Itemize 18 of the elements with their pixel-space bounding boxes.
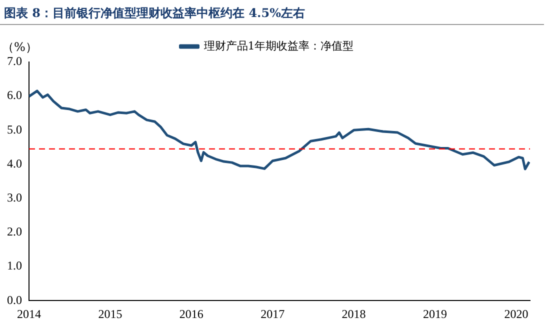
x-tick-label: 2018 [342, 306, 366, 321]
y-axis-title: （%） [2, 40, 38, 54]
y-tick-label: 6.0 [7, 88, 22, 102]
x-tick-label: 2016 [179, 306, 204, 321]
y-tick-label: 0.0 [7, 292, 22, 307]
legend-label: 理财产品1年期收益率：净值型 [204, 39, 354, 52]
y-tick-label: 7.0 [7, 54, 22, 68]
y-tick-label: 4.0 [7, 156, 22, 170]
y-tick-label: 1.0 [7, 258, 22, 273]
x-tick-label: 2017 [260, 306, 285, 321]
y-tick-label: 5.0 [7, 122, 22, 136]
x-tick-label: 2019 [422, 306, 447, 321]
chart-title: 图表 8：目前银行净值型理财收益率中枢约在 4.5%左右 [0, 0, 544, 25]
x-tick-label: 2020 [504, 306, 528, 321]
x-tick-label: 2014 [17, 306, 41, 321]
y-tick-label: 2.0 [7, 224, 22, 239]
y-tick-label: 3.0 [7, 190, 22, 204]
x-tick-label: 2015 [98, 306, 122, 321]
